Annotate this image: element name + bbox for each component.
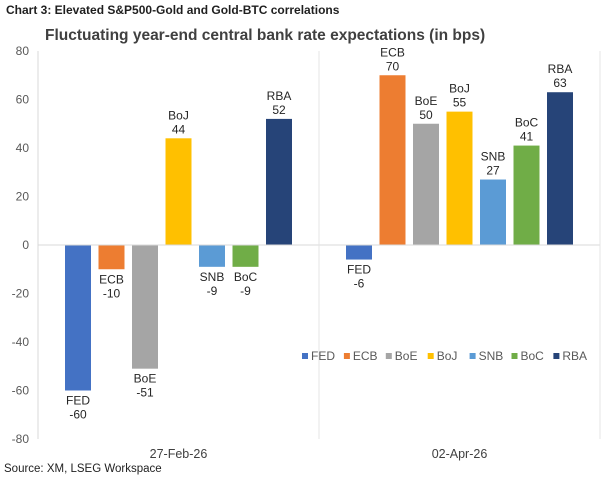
y-tick-label: -20 <box>12 287 30 301</box>
bar-ecb-2 <box>379 75 406 245</box>
bars: FED-60ECB-10BoE-51BoJ44SNB-9BoC-9RBA52FE… <box>65 45 573 422</box>
y-tick-label: 0 <box>22 238 29 252</box>
bar-boc-1 <box>232 245 259 267</box>
x-axis: 27-Feb-26 02-Apr-26 <box>38 51 601 461</box>
bar-fed-2 <box>346 245 372 260</box>
bar-boe-1 <box>132 245 158 369</box>
bar-name-label: RBA <box>548 62 573 76</box>
y-tick-label: -80 <box>12 432 30 446</box>
bar-value-label: 41 <box>520 130 534 144</box>
bar-name-label: BoJ <box>449 82 470 96</box>
y-tick-label: 20 <box>16 190 30 204</box>
bar-name-label: FED <box>347 263 371 277</box>
bar-value-label: 27 <box>486 164 500 178</box>
bar-value-label: 50 <box>419 108 433 122</box>
legend-label: ECB <box>353 349 378 363</box>
legend-label: RBA <box>562 349 587 363</box>
bar-value-label: -9 <box>240 284 251 298</box>
bar-value-label: 63 <box>553 76 567 90</box>
legend-swatch-boe <box>385 353 392 359</box>
legend-swatch-snb <box>469 353 476 359</box>
bar-boj-2 <box>446 111 473 245</box>
bar-name-label: BoC <box>515 116 539 130</box>
bar-name-label: BoJ <box>168 108 189 122</box>
legend: FED ECB BoE BoJ SNB BoC RBA <box>302 349 587 363</box>
legend-label: FED <box>311 349 335 363</box>
y-tick-label: 80 <box>16 44 30 58</box>
chart-caption: Chart 3: Elevated S&P500-Gold and Gold-B… <box>6 3 340 17</box>
y-tick-label: 40 <box>16 141 30 155</box>
legend-swatch-fed <box>302 353 308 359</box>
bar-name-label: SNB <box>481 150 506 164</box>
bar-name-label: RBA <box>267 89 292 103</box>
bar-name-label: BoC <box>234 270 258 284</box>
source-note: Source: XM, LSEG Workspace <box>4 463 162 475</box>
bar-boe-2 <box>413 123 439 245</box>
legend-swatch-boc <box>511 353 518 359</box>
bar-value-label: -60 <box>69 408 87 422</box>
bar-ecb-1 <box>98 245 125 270</box>
legend-label: BoJ <box>437 349 458 363</box>
bar-value-label: -51 <box>136 386 154 400</box>
y-tick-label: -60 <box>12 384 30 398</box>
bar-fed-1 <box>65 245 91 391</box>
y-tick-label: -40 <box>12 335 30 349</box>
bar-name-label: SNB <box>200 270 225 284</box>
bar-value-label: -9 <box>207 284 218 298</box>
legend-swatch-rba <box>553 353 560 359</box>
x-category-label: 27-Feb-26 <box>150 447 208 461</box>
legend-label: SNB <box>479 349 504 363</box>
bar-boj-1 <box>165 138 192 245</box>
bar-value-label: 55 <box>453 96 467 110</box>
bar-name-label: BoE <box>415 94 438 108</box>
bar-name-label: BoE <box>134 372 157 386</box>
bar-value-label: 52 <box>272 103 286 117</box>
bar-rba-2 <box>547 92 573 245</box>
bar-boc-2 <box>513 145 540 245</box>
legend-swatch-ecb <box>343 353 350 359</box>
bar-value-label: -6 <box>354 277 365 291</box>
legend-label: BoC <box>521 349 545 363</box>
chart-title: Fluctuating year-end central bank rate e… <box>45 27 485 44</box>
bar-name-label: ECB <box>99 272 124 286</box>
bar-value-label: 44 <box>172 122 186 136</box>
y-tick-label: 60 <box>16 93 30 107</box>
bar-name-label: ECB <box>380 45 405 59</box>
bar-value-label: 70 <box>386 59 400 73</box>
legend-swatch-boj <box>427 353 434 359</box>
y-axis: 80 60 40 20 0 -20 -40 -60 -80 <box>12 44 39 446</box>
bar-name-label: FED <box>66 394 90 408</box>
x-category-label: 02-Apr-26 <box>432 447 488 461</box>
bar-snb-2 <box>480 179 506 245</box>
bar-rba-1 <box>266 118 292 245</box>
bar-snb-1 <box>199 245 225 267</box>
legend-label: BoE <box>395 349 418 363</box>
bar-value-label: -10 <box>103 286 121 300</box>
